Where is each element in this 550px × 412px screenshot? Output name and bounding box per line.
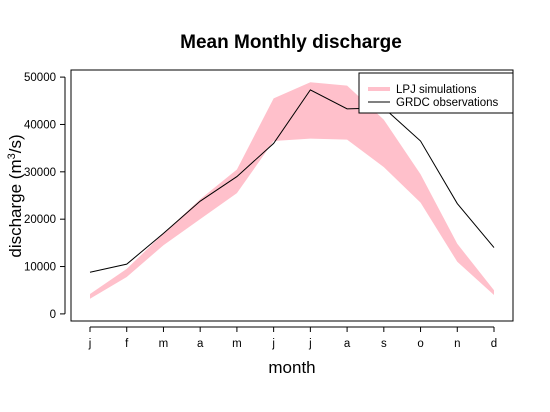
- x-axis-title: month: [268, 358, 315, 377]
- y-axis-title-suffix: /s): [6, 134, 25, 153]
- plot-frame: [70, 69, 514, 322]
- x-tick-label: j: [271, 338, 275, 350]
- x-tick-label: s: [381, 338, 387, 350]
- lpj-simulation-band: [90, 82, 494, 299]
- x-tick-label: a: [197, 338, 204, 350]
- legend: LPJ simulations GRDC observations: [358, 72, 514, 114]
- x-tick-label: o: [417, 338, 423, 350]
- y-axis: 0 10000 20000 30000 40000 50000: [24, 72, 66, 321]
- legend-box: [358, 72, 514, 114]
- x-tick-label: a: [344, 338, 351, 350]
- legend-label-lpj: LPJ simulations: [396, 84, 477, 96]
- legend-label-grdc: GRDC observations: [396, 97, 499, 109]
- y-tick-label: 40000: [24, 119, 56, 131]
- x-tick-label: d: [491, 338, 497, 350]
- x-tick-label: m: [159, 338, 169, 350]
- y-tick-label: 0: [50, 309, 56, 321]
- x-tick-label: m: [232, 338, 242, 350]
- grdc-observation-line-layer: [89, 89, 495, 273]
- y-tick-label: 50000: [24, 72, 56, 84]
- x-tick-label: j: [308, 338, 312, 350]
- grdc-observation-line: [89, 89, 495, 273]
- y-axis-title-prefix: discharge (m: [6, 159, 25, 257]
- lpj-simulation-band-layer: [90, 82, 494, 299]
- x-tick-label: f: [125, 338, 129, 350]
- y-tick-label: 10000: [24, 262, 56, 274]
- y-axis-title: discharge (m3/s): [6, 134, 25, 257]
- chart-title: Mean Monthly discharge: [180, 32, 402, 53]
- x-tick-label: n: [454, 338, 460, 350]
- y-axis-title-superscript: 3: [6, 153, 18, 159]
- x-tick-label: j: [88, 338, 92, 350]
- y-tick-label: 30000: [24, 167, 56, 179]
- y-tick-label: 20000: [24, 214, 56, 226]
